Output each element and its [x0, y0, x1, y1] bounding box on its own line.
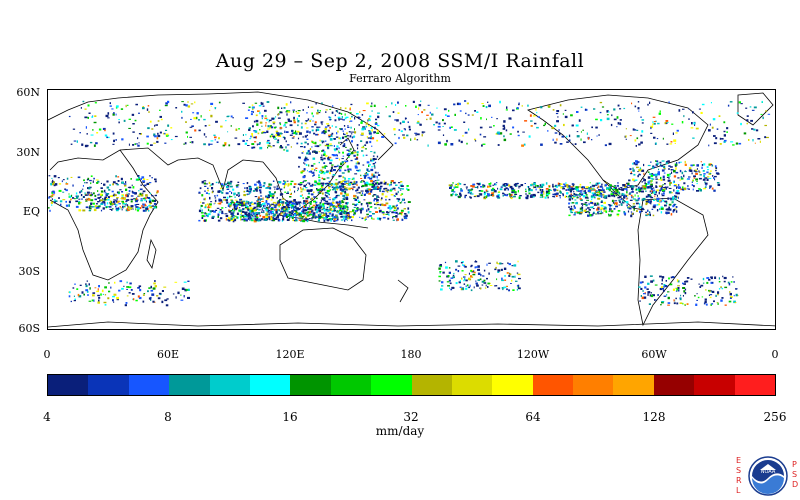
lon-label-0-east: 0	[771, 348, 779, 361]
colorbar-tick-256: 256	[763, 410, 787, 424]
colorbar-swatch-17	[734, 375, 776, 395]
colorbar-units: mm/day	[375, 424, 425, 438]
colorbar-swatch-14	[613, 375, 654, 395]
colorbar-swatch-2	[128, 375, 170, 395]
colorbar-swatch-8	[371, 375, 412, 395]
lon-label-120w: 120W	[516, 348, 550, 361]
lat-label-eq: EQ	[22, 205, 40, 218]
lon-label-0: 0	[43, 348, 51, 361]
colorbar-swatch-5	[249, 375, 291, 395]
noaa-logo: E S R L NOAA P S D	[732, 452, 800, 500]
map-title: Aug 29 – Sep 2, 2008 SSM/I Rainfall	[215, 50, 585, 72]
colorbar-tick-16: 16	[282, 410, 298, 424]
logo-letter-e: E	[736, 456, 742, 465]
colorbar-tick-4: 4	[43, 410, 51, 424]
south-america-coast	[637, 197, 709, 327]
noaa-badge-text: NOAA	[761, 469, 776, 475]
greenland-coast	[737, 92, 774, 126]
map-subtitle: Ferraro Algorithm	[349, 72, 451, 85]
logo-letter-s: S	[736, 466, 742, 475]
colorbar-swatch-9	[411, 375, 452, 395]
map-canvas	[48, 91, 775, 328]
australia-coast	[279, 227, 367, 291]
logo-letter-d: D	[792, 480, 799, 489]
lat-label-60n: 60N	[16, 86, 40, 99]
logo-letter-l: L	[736, 486, 741, 495]
colorbar-swatch-3	[169, 375, 210, 395]
colorbar-swatch-13	[573, 375, 614, 395]
colorbar-swatch-7	[330, 375, 372, 395]
colorbar-swatch-16	[694, 375, 735, 395]
colorbar-swatch-15	[653, 375, 695, 395]
colorbar-tick-32: 32	[403, 410, 419, 424]
madagascar-coast	[146, 238, 157, 270]
lon-label-180: 180	[400, 348, 422, 361]
south-asia-coast	[119, 147, 264, 192]
colorbar-swatch-4	[209, 375, 250, 395]
colorbar	[47, 374, 776, 396]
colorbar-swatch-12	[532, 375, 574, 395]
rainfall-map	[47, 89, 776, 330]
new-zealand-coast	[397, 279, 409, 303]
africa-coast	[49, 149, 159, 281]
antarctica-coast	[48, 321, 775, 328]
colorbar-swatch-6	[290, 375, 331, 395]
rainfall-pixels	[48, 100, 771, 307]
eurasia-coast	[48, 91, 394, 161]
logo-letter-r: R	[736, 476, 742, 485]
lon-label-120e: 120E	[275, 348, 305, 361]
colorbar-swatch-0	[48, 375, 89, 395]
lat-label-30s: 30S	[18, 265, 40, 278]
colorbar-swatch-10	[451, 375, 493, 395]
lon-label-60w: 60W	[641, 348, 667, 361]
colorbar-tick-8: 8	[164, 410, 172, 424]
lat-label-30n: 30N	[16, 146, 40, 159]
logo-letter-s2: S	[792, 470, 798, 479]
colorbar-swatch-11	[492, 375, 533, 395]
noaa-seal-icon: NOAA	[748, 456, 788, 496]
lon-label-60e: 60E	[156, 348, 180, 361]
colorbar-tick-64: 64	[525, 410, 541, 424]
colorbar-tick-128: 128	[642, 410, 666, 424]
colorbar-swatch-1	[88, 375, 129, 395]
north-america-coast	[527, 94, 709, 191]
logo-letter-p: P	[792, 460, 797, 469]
lat-label-60s: 60S	[18, 322, 40, 335]
